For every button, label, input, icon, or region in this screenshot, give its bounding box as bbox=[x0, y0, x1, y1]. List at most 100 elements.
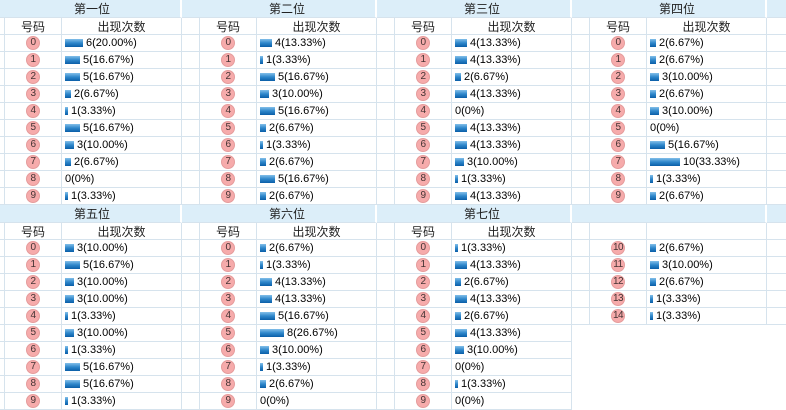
digit-badge: 0 bbox=[416, 241, 430, 255]
number-cell: 3 bbox=[395, 291, 452, 307]
count-label: 3(10.00%) bbox=[662, 71, 713, 83]
right-trailing-strip bbox=[767, 205, 786, 410]
number-cell: 3 bbox=[5, 291, 62, 307]
digit-badge: 9 bbox=[611, 189, 625, 203]
number-cell: 8 bbox=[5, 376, 62, 392]
spacer-grid-line bbox=[182, 274, 199, 291]
column-header-row: 号码 出现次数 bbox=[199, 223, 377, 240]
count-cell: 5(16.67%) bbox=[62, 257, 181, 273]
number-cell: 5 bbox=[590, 120, 647, 136]
table-title: 第三位 bbox=[394, 0, 572, 18]
number-cell: 9 bbox=[200, 393, 257, 409]
spacer-grid-line bbox=[377, 137, 394, 154]
number-column-header: 号码 bbox=[5, 18, 62, 34]
count-cell: 3(10.00%) bbox=[452, 154, 571, 170]
count-cell: 2(6.67%) bbox=[257, 154, 376, 170]
spacer-grid-line bbox=[767, 35, 786, 52]
number-cell: 2 bbox=[5, 274, 62, 290]
digit-badge: 1 bbox=[26, 53, 40, 67]
digit-badge: 5 bbox=[26, 326, 40, 340]
number-cell: 0 bbox=[590, 35, 647, 51]
number-cell: 6 bbox=[200, 342, 257, 358]
spacer-grid-line bbox=[182, 308, 199, 325]
count-cell: 2(6.67%) bbox=[257, 188, 376, 204]
count-label: 1(3.33%) bbox=[461, 378, 506, 390]
number-cell: 8 bbox=[5, 171, 62, 187]
digit-row: 9 2(6.67%) bbox=[199, 188, 377, 205]
count-cell: 3(10.00%) bbox=[62, 291, 181, 307]
count-cell: 3(10.00%) bbox=[647, 257, 766, 273]
spacer-grid-line bbox=[377, 291, 394, 308]
count-label: 4(13.33%) bbox=[470, 293, 521, 305]
frequency-bar bbox=[65, 380, 80, 388]
digit-badge: 13 bbox=[610, 292, 626, 306]
spacer-header-band bbox=[377, 205, 394, 223]
spacer-grid-line bbox=[572, 291, 589, 308]
count-label: 5(16.67%) bbox=[83, 378, 134, 390]
count-label: 1(3.33%) bbox=[71, 395, 116, 407]
count-cell: 0(0%) bbox=[452, 103, 571, 119]
count-cell: 0(0%) bbox=[62, 171, 181, 187]
number-cell: 7 bbox=[200, 359, 257, 375]
number-cell: 3 bbox=[200, 86, 257, 102]
count-cell: 4(13.33%) bbox=[452, 86, 571, 102]
count-label: 1(3.33%) bbox=[266, 54, 311, 66]
count-label: 2(6.67%) bbox=[659, 88, 704, 100]
count-label: 5(16.67%) bbox=[83, 122, 134, 134]
count-cell: 5(16.67%) bbox=[62, 359, 181, 375]
count-column-header: 出现次数 bbox=[97, 224, 146, 239]
digit-badge: 3 bbox=[611, 87, 625, 101]
table-spacer bbox=[377, 205, 394, 410]
spacer-header-band bbox=[182, 205, 199, 223]
table-spacer bbox=[572, 205, 589, 410]
number-cell: 9 bbox=[395, 393, 452, 409]
frequency-bar bbox=[65, 192, 68, 200]
digit-badge: 0 bbox=[221, 241, 235, 255]
count-label: 4(13.33%) bbox=[470, 54, 521, 66]
spacer-grid-line bbox=[182, 35, 199, 52]
digit-row: 0 4(13.33%) bbox=[199, 35, 377, 52]
digit-badge: 7 bbox=[221, 360, 235, 374]
frequency-bar bbox=[260, 346, 269, 354]
digit-badge: 4 bbox=[221, 309, 235, 323]
count-column-header: 出现次数 bbox=[682, 19, 731, 34]
digit-row: 3 3(10.00%) bbox=[199, 86, 377, 103]
spacer-grid-line bbox=[0, 257, 4, 274]
digit-badge: 0 bbox=[26, 241, 40, 255]
count-cell: 1(3.33%) bbox=[62, 188, 181, 204]
digit-badge: 7 bbox=[611, 155, 625, 169]
number-cell: 0 bbox=[5, 240, 62, 256]
number-cell: 8 bbox=[395, 171, 452, 187]
count-cell: 3(10.00%) bbox=[647, 69, 766, 85]
spacer-grid-line bbox=[182, 86, 199, 103]
count-label: 3(10.00%) bbox=[662, 259, 713, 271]
frequency-bar bbox=[650, 244, 656, 252]
spacer-grid-line bbox=[377, 154, 394, 171]
spacer-grid-line bbox=[572, 137, 589, 154]
digit-row: 14 1(3.33%) bbox=[589, 308, 767, 325]
frequency-bar bbox=[65, 363, 80, 371]
spacer-grid-line bbox=[182, 137, 199, 154]
digit-badge: 8 bbox=[611, 172, 625, 186]
frequency-bar bbox=[65, 107, 68, 115]
count-label: 2(6.67%) bbox=[269, 378, 314, 390]
spacer-grid-line bbox=[377, 52, 394, 69]
frequency-bar bbox=[260, 124, 266, 132]
digit-row: 3 2(6.67%) bbox=[589, 86, 767, 103]
spacer-grid-line bbox=[377, 240, 394, 257]
digit-badge: 4 bbox=[416, 104, 430, 118]
digit-badge: 3 bbox=[26, 87, 40, 101]
digit-row: 3 3(10.00%) bbox=[4, 291, 182, 308]
number-cell: 5 bbox=[200, 325, 257, 341]
count-label: 1(3.33%) bbox=[461, 173, 506, 185]
digit-row: 6 5(16.67%) bbox=[589, 137, 767, 154]
table-title: 第七位 bbox=[394, 205, 572, 223]
count-cell: 1(3.33%) bbox=[257, 137, 376, 153]
count-column-header: 出现次数 bbox=[292, 224, 341, 239]
table-title: 第四位 bbox=[589, 0, 767, 18]
spacer-grid-line bbox=[572, 274, 589, 291]
digit-row: 2 4(13.33%) bbox=[199, 274, 377, 291]
spacer-grid-line bbox=[182, 69, 199, 86]
frequency-bar bbox=[455, 192, 467, 200]
number-cell: 4 bbox=[5, 103, 62, 119]
